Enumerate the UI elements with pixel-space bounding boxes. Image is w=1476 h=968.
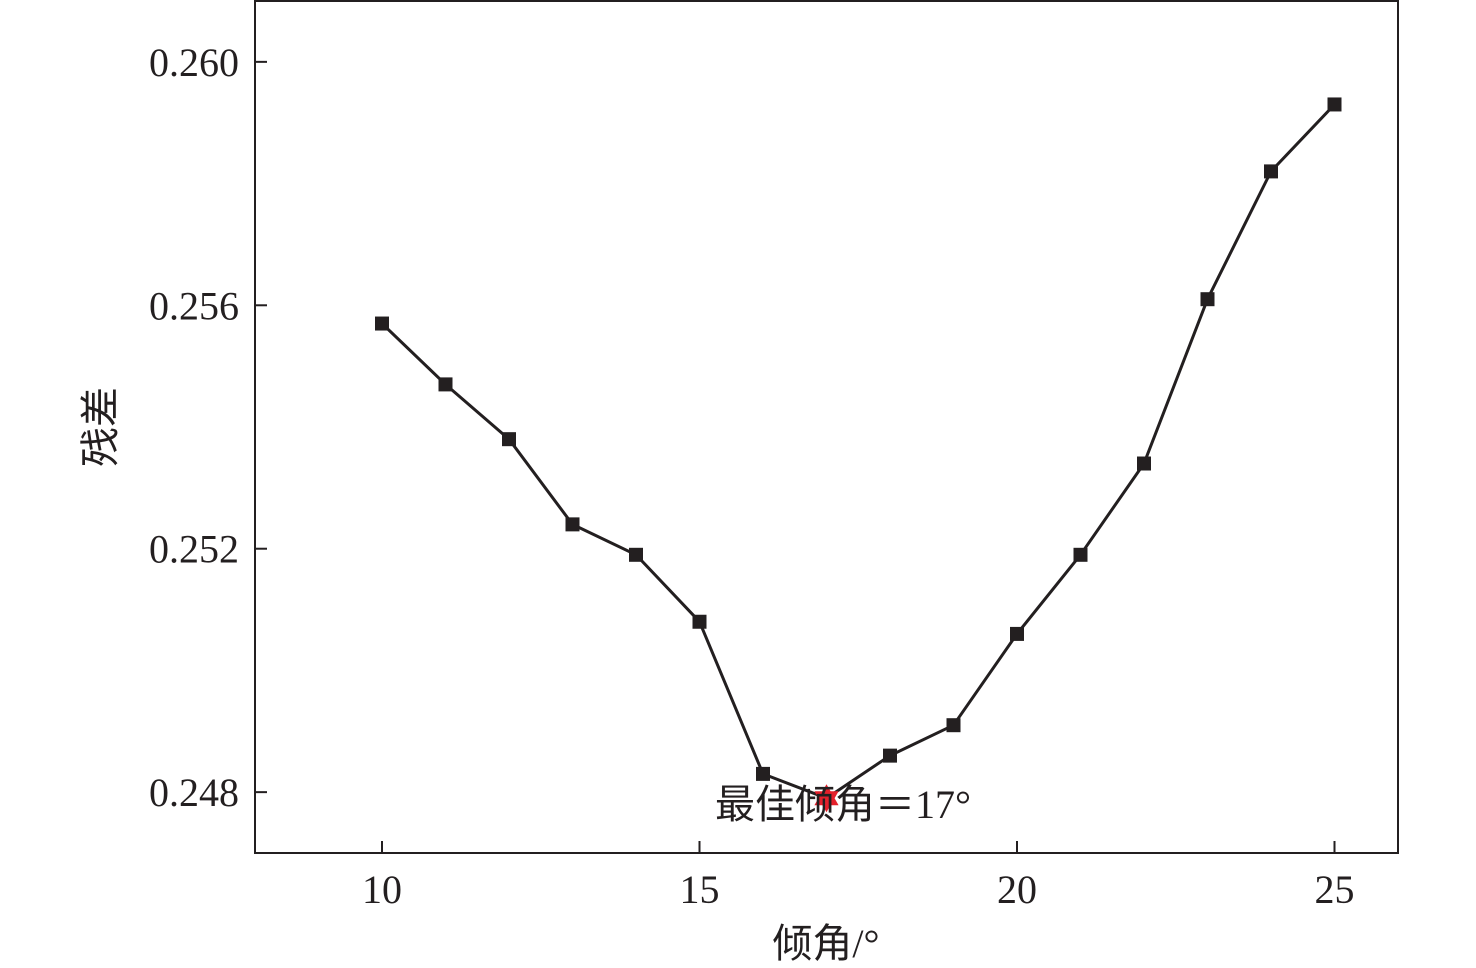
- data-point: [565, 517, 580, 532]
- data-point: [1073, 547, 1088, 562]
- x-axis-title: 倾角/°: [772, 921, 879, 966]
- optimum-highlight: [814, 784, 839, 813]
- y-tick-label: 0.260: [149, 40, 239, 85]
- y-axis-title: 残差: [78, 387, 123, 467]
- data-point: [946, 718, 961, 733]
- y-tick-label: 0.248: [149, 770, 239, 815]
- series-line: [380, 103, 1336, 800]
- data-point: [1137, 456, 1151, 471]
- y-axis: 0.248 0.252 0.256 0.260: [149, 40, 267, 815]
- data-point: [883, 748, 897, 763]
- data-point: [629, 547, 643, 562]
- x-axis: 10 15 20 25: [362, 841, 1355, 912]
- x-tick-label: 25: [1315, 867, 1355, 912]
- x-tick-label: 10: [362, 867, 402, 912]
- data-point: [438, 377, 453, 392]
- data-point: [1327, 97, 1342, 112]
- data-point: [1010, 626, 1024, 641]
- plot-frame: [254, 0, 1399, 854]
- data-point: [502, 432, 516, 447]
- optimum-star-marker: [814, 791, 839, 813]
- series-markers: [375, 97, 1342, 781]
- y-tick-label: 0.256: [149, 283, 239, 328]
- optimum-annotation: 最佳倾角＝17°: [715, 782, 971, 827]
- y-tick-label: 0.252: [149, 527, 239, 572]
- data-point: [756, 766, 770, 781]
- data-point: [1200, 292, 1215, 307]
- x-tick-label: 15: [680, 867, 720, 912]
- data-point: [375, 316, 389, 331]
- data-point: [692, 614, 707, 629]
- x-tick-label: 20: [997, 867, 1037, 912]
- data-point: [1264, 164, 1278, 179]
